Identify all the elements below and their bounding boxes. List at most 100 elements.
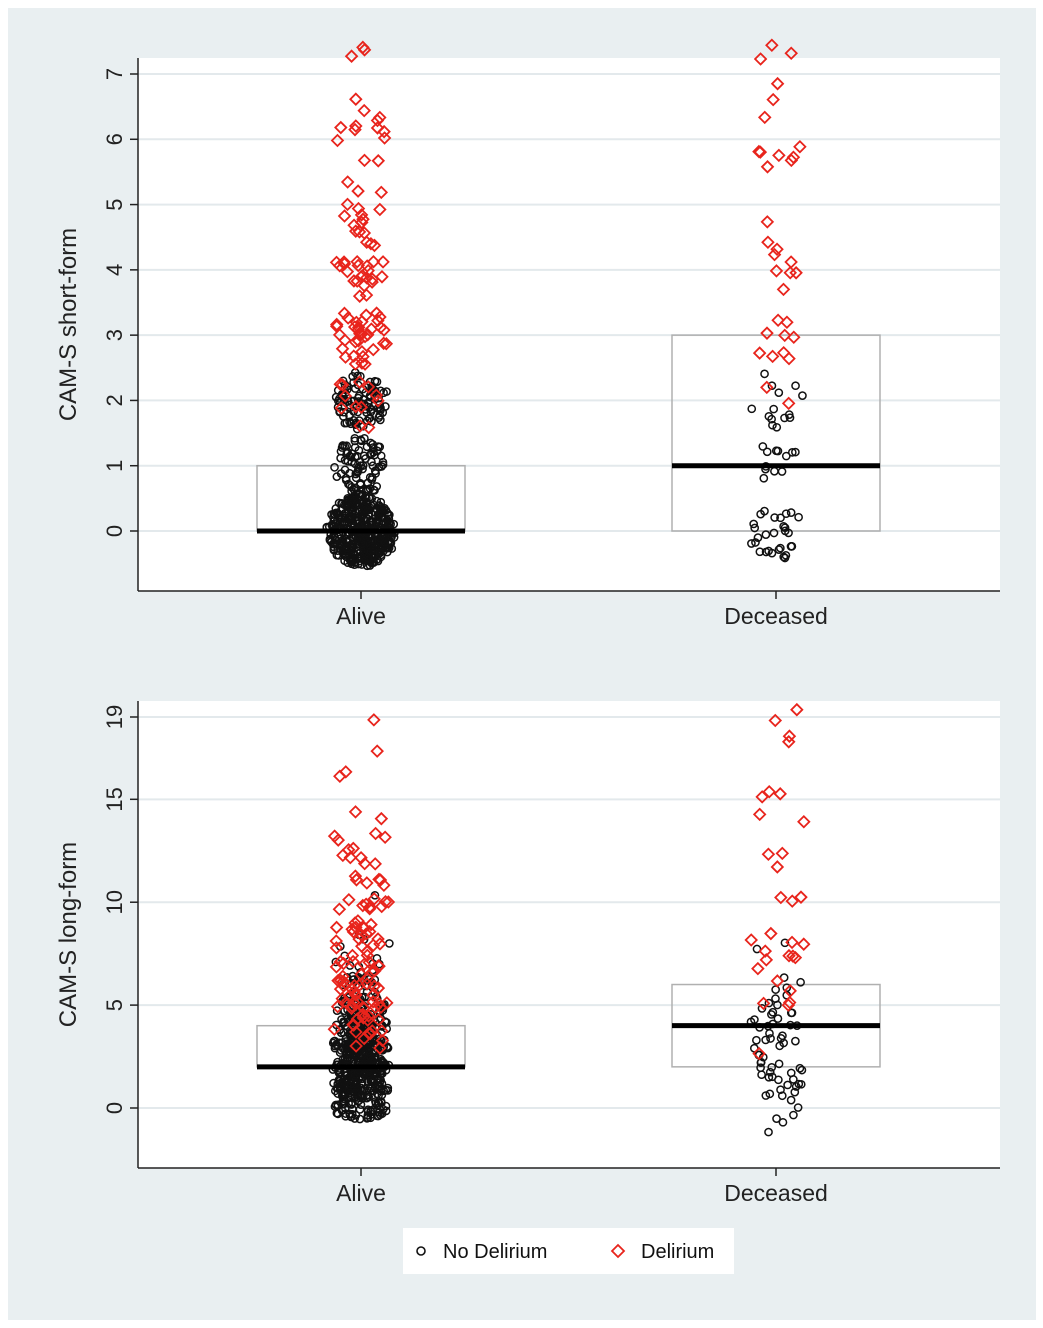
legend-box: [403, 1228, 734, 1274]
point-delirium: [366, 938, 381, 953]
plot-area: [138, 58, 1000, 591]
point-no-delirium: [375, 548, 385, 558]
point-delirium: [366, 254, 381, 269]
point-no-delirium: [328, 1038, 338, 1048]
point-delirium: [349, 92, 363, 106]
point-no-delirium: [365, 450, 375, 460]
point-no-delirium: [747, 404, 757, 414]
point-delirium: [336, 969, 350, 984]
point-no-delirium: [774, 545, 784, 554]
point-delirium: [794, 890, 808, 904]
point-no-delirium: [361, 505, 371, 514]
point-delirium: [768, 713, 783, 728]
point-no-delirium: [751, 538, 760, 547]
point-delirium: [332, 328, 347, 342]
point-delirium: [788, 950, 803, 965]
point-no-delirium: [764, 1072, 774, 1082]
point-delirium: [371, 313, 385, 328]
point-delirium: [790, 702, 804, 717]
point-delirium: [364, 322, 379, 336]
point-delirium: [329, 941, 344, 955]
point-no-delirium: [791, 1082, 801, 1091]
point-delirium: [349, 1039, 363, 1053]
point-delirium: [354, 967, 368, 982]
point-delirium: [766, 92, 780, 107]
point-no-delirium: [365, 503, 375, 513]
point-delirium: [752, 1046, 766, 1061]
plot-area: [138, 701, 1000, 1168]
point-delirium: [334, 401, 349, 415]
point-no-delirium: [377, 507, 387, 517]
point-no-delirium: [332, 472, 342, 481]
point-delirium: [784, 153, 799, 168]
y-tick-label: 4: [102, 264, 127, 276]
point-no-delirium: [771, 994, 780, 1003]
point-delirium: [796, 937, 811, 951]
point-delirium: [770, 76, 785, 91]
point-delirium: [752, 144, 766, 159]
point-delirium: [337, 257, 352, 271]
legend-marker-delirium: [610, 1243, 626, 1259]
point-no-delirium: [338, 376, 348, 386]
chart-panel-2: 0 5 10 15 19 CAM-S long-form Alive Deceased: [55, 701, 1000, 1206]
point-no-delirium: [768, 420, 777, 430]
point-delirium: [375, 1024, 389, 1038]
point-no-delirium: [365, 377, 375, 387]
point-delirium: [335, 341, 350, 356]
point-delirium: [341, 842, 356, 857]
legend-label-no-delirium: No Delirium: [443, 1241, 547, 1263]
point-no-delirium: [761, 1035, 771, 1045]
point-no-delirium: [375, 442, 385, 452]
point-no-delirium: [779, 552, 789, 562]
point-no-delirium: [372, 482, 382, 491]
point-delirium: [329, 317, 344, 332]
point-delirium: [369, 388, 384, 403]
point-delirium: [339, 995, 353, 1010]
point-delirium: [753, 52, 768, 66]
point-delirium: [793, 139, 807, 154]
point-no-delirium: [367, 475, 377, 484]
point-no-delirium: [759, 473, 769, 483]
point-no-delirium: [793, 1103, 803, 1112]
point-delirium: [782, 351, 796, 366]
legend: No Delirium Delirium: [403, 1228, 734, 1274]
point-delirium: [329, 960, 344, 974]
point-no-delirium: [767, 1072, 777, 1082]
point-no-delirium: [346, 1112, 356, 1122]
point-no-delirium: [764, 1127, 773, 1137]
point-no-delirium: [783, 1080, 792, 1090]
figure-background: 0 1 2 3 4 5 6 7 CAM-S short-form Alive Deceased 0 5 1…: [8, 8, 1036, 1320]
point-no-delirium: [767, 381, 777, 391]
point-delirium: [352, 932, 366, 946]
point-delirium: [368, 826, 383, 841]
point-no-delirium: [749, 519, 759, 529]
point-no-delirium: [777, 1091, 787, 1101]
point-no-delirium: [373, 1101, 382, 1111]
point-delirium: [348, 122, 362, 137]
x-category-label: Alive: [336, 1180, 386, 1206]
point-delirium: [338, 389, 353, 403]
point-delirium: [765, 349, 780, 364]
point-delirium: [378, 830, 392, 844]
point-delirium: [349, 873, 364, 887]
point-delirium: [377, 323, 391, 337]
point-delirium: [357, 43, 372, 57]
point-delirium: [783, 984, 797, 998]
point-delirium: [784, 46, 798, 61]
point-delirium: [764, 926, 778, 941]
point-delirium: [337, 306, 352, 321]
point-delirium: [760, 160, 775, 174]
point-no-delirium: [355, 490, 364, 499]
point-delirium: [349, 920, 363, 935]
point-delirium: [348, 335, 363, 349]
point-delirium: [376, 255, 390, 269]
point-no-delirium: [363, 1105, 373, 1115]
point-delirium: [781, 396, 796, 411]
point-delirium: [373, 202, 387, 217]
point-no-delirium: [382, 387, 391, 396]
point-delirium: [757, 110, 772, 125]
point-delirium: [346, 925, 361, 939]
point-no-delirium: [758, 442, 768, 451]
point-no-delirium: [787, 542, 797, 551]
point-no-delirium: [355, 1105, 365, 1114]
